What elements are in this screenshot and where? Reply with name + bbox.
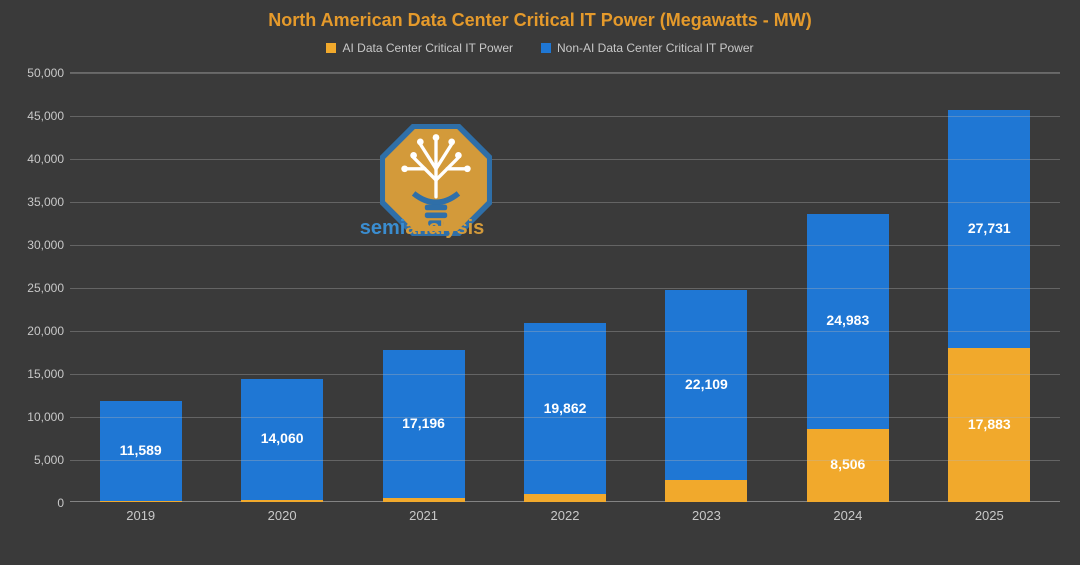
gridline [70,460,1060,461]
gridline [70,374,1060,375]
legend-label: AI Data Center Critical IT Power [342,41,513,55]
grid-area: 10811,589 24614,060 51317,196 91819,862 2,53… [70,72,1060,502]
ytick-label: 45,000 [4,109,64,123]
legend-label: Non-AI Data Center Critical IT Power [557,41,754,55]
xtick-label: 2022 [551,508,580,523]
ytick-label: 15,000 [4,367,64,381]
bar-column: 8,506 24,983 [807,72,889,502]
plot-area: 10811,589 24614,060 51317,196 91819,862 2,53… [70,72,1060,527]
bar-segment-ai [383,498,465,502]
bar-column: 51317,196 [383,72,465,502]
bar-column: 17,883 27,731 [948,72,1030,502]
bar-value-label: 11,589 [120,442,162,458]
xtick-label: 2021 [409,508,438,523]
gridline [70,202,1060,203]
ytick-label: 40,000 [4,152,64,166]
bar-segment-ai [100,501,182,502]
legend: AI Data Center Critical IT Power Non-AI D… [0,40,1080,58]
bar-column: 2,53722,109 [665,72,747,502]
xtick-label: 2019 [126,508,155,523]
bar-column: 24614,060 [241,72,323,502]
xtick-label: 2023 [692,508,721,523]
gridline [70,116,1060,117]
ytick-label: 30,000 [4,238,64,252]
ytick-label: 5,000 [4,453,64,467]
gridline [70,288,1060,289]
legend-item: Non-AI Data Center Critical IT Power [541,41,754,55]
legend-item: AI Data Center Critical IT Power [326,41,513,55]
bar-value-label: 17,883 [968,416,1011,432]
chart-title: North American Data Center Critical IT P… [0,10,1080,31]
bar-segment-ai [524,494,606,502]
ytick-label: 25,000 [4,281,64,295]
bar-column: 10811,589 [100,72,182,502]
bar-value-label: 19,862 [544,400,587,416]
legend-swatch [541,43,551,53]
gridline [70,73,1060,74]
bar-value-label: 8,506 [830,456,865,472]
bar-value-label: 27,731 [968,220,1011,236]
bars-layer: 10811,589 24614,060 51317,196 91819,862 2,53… [70,72,1060,502]
bar-value-label: 22,109 [685,376,728,392]
ytick-label: 10,000 [4,410,64,424]
gridline [70,331,1060,332]
bar-segment-ai [241,500,323,502]
ytick-label: 20,000 [4,324,64,338]
legend-swatch [326,43,336,53]
ytick-label: 0 [4,496,64,510]
ytick-label: 50,000 [4,66,64,80]
gridline [70,245,1060,246]
ytick-label: 35,000 [4,195,64,209]
bar-column: 91819,862 [524,72,606,502]
gridline [70,159,1060,160]
gridline [70,417,1060,418]
bar-segment-ai [665,480,747,502]
xtick-label: 2024 [833,508,862,523]
xtick-label: 2020 [268,508,297,523]
bar-value-label: 14,060 [261,430,304,446]
xtick-label: 2025 [975,508,1004,523]
chart-root: North American Data Center Critical IT P… [0,0,1080,565]
bar-value-label: 24,983 [826,312,869,328]
